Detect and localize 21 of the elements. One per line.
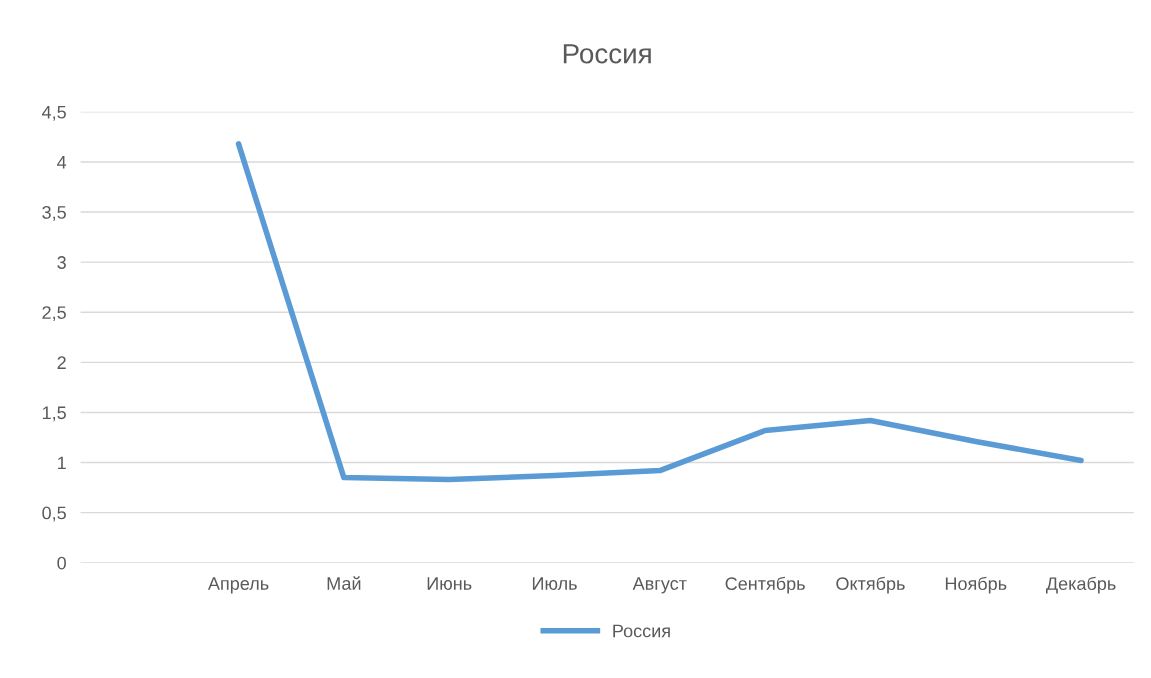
y-tick-label: 3,5 xyxy=(42,206,66,221)
y-tick-label: 1 xyxy=(58,456,66,470)
x-tick-label: Сентябрь xyxy=(725,576,805,594)
y-tick-label: 0,5 xyxy=(42,506,66,522)
y-tick-label: 2,5 xyxy=(42,306,66,322)
x-tick-label: Декабрь xyxy=(1046,576,1116,594)
y-tick-label: 1,5 xyxy=(42,406,66,422)
x-tick-label: Май xyxy=(327,576,361,590)
x-tick-label: Апрель xyxy=(207,577,269,594)
y-tick-label: 3 xyxy=(57,256,66,269)
x-tick-label: Октябрь xyxy=(836,576,905,594)
x-tick-label: Август xyxy=(632,577,687,594)
y-tick-label: 2 xyxy=(57,356,66,369)
chart-title: Россия xyxy=(563,44,651,64)
x-tick-label: Июнь xyxy=(427,577,472,590)
x-tick-label: Ноябрь xyxy=(945,576,1007,594)
y-tick-label: 4,5 xyxy=(42,105,66,121)
y-tick-label: 4 xyxy=(57,156,67,169)
legend-label: Россия xyxy=(613,624,670,638)
x-tick-label: Июль xyxy=(532,577,577,590)
y-tick-label: 0 xyxy=(57,556,66,570)
